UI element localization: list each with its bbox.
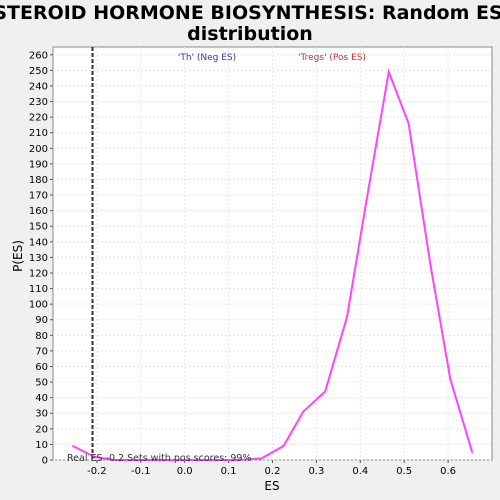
y-tick-label: 80	[35, 331, 48, 342]
data-point	[282, 445, 285, 447]
y-tick-label: 160	[29, 206, 48, 217]
legend-pos-es: 'Tregs' (Pos ES)	[298, 53, 366, 63]
x-tick-label: 0.5	[396, 466, 412, 477]
y-tick-label: 250	[29, 66, 48, 77]
y-tick-label: 220	[29, 113, 48, 124]
y-tick-label: 40	[35, 393, 48, 404]
data-points	[71, 71, 474, 461]
y-tick-label: 110	[29, 284, 48, 295]
y-tick-label: 260	[29, 50, 48, 61]
y-tick-label: 100	[29, 300, 48, 311]
y-axis: 0 10 20 30 40 50 60 70 80 90 100 110 120 130 140 150 160…	[29, 50, 53, 467]
x-tick-label: -0.1	[131, 466, 151, 477]
y-tick-label: 90	[35, 315, 48, 326]
y-tick-label: 180	[29, 175, 48, 186]
data-point	[471, 451, 474, 454]
chart-title-line-2: distribution	[187, 23, 313, 45]
y-tick-label: 20	[35, 424, 48, 435]
data-point	[93, 456, 96, 458]
y-tick-label: 190	[29, 159, 48, 170]
grid-lines	[53, 47, 492, 461]
data-point	[388, 71, 390, 73]
y-tick-label: 200	[29, 144, 48, 155]
y-tick-label: 70	[35, 346, 48, 357]
data-point	[302, 410, 305, 413]
y-tick-label: 50	[35, 378, 48, 389]
y-tick-label: 30	[35, 409, 48, 420]
x-tick-label: -0.2	[87, 466, 107, 477]
x-tick-label: 0.6	[440, 466, 456, 477]
data-point	[71, 445, 74, 447]
data-point	[216, 459, 219, 461]
random-es-distribution-line	[72, 68, 474, 461]
y-tick-label: 120	[29, 268, 48, 279]
y-tick-label: 10	[35, 440, 48, 451]
y-tick-label: 230	[29, 97, 48, 108]
data-point	[113, 459, 116, 461]
x-axis-label: ES	[264, 479, 279, 493]
data-point	[260, 457, 263, 460]
data-point	[155, 459, 157, 461]
data-point	[135, 459, 138, 461]
y-tick-label: 150	[29, 222, 48, 233]
y-tick-label: 170	[29, 191, 48, 202]
y-tick-label: 210	[29, 128, 48, 139]
data-point	[197, 459, 199, 461]
data-point	[236, 459, 239, 461]
y-tick-label: 130	[29, 253, 48, 264]
chart-title-line-1: STEROID HORMONE BIOSYNTHESIS: Random ES	[0, 2, 500, 24]
data-point	[324, 390, 326, 393]
y-tick-label: 60	[35, 362, 48, 373]
data-point	[177, 459, 179, 461]
y-tick-label: 140	[29, 237, 48, 248]
data-point	[407, 122, 410, 125]
data-point	[366, 197, 368, 199]
y-tick-label: 240	[29, 81, 48, 92]
x-axis: -0.2 -0.1 0.0 0.1 0.2 0.3 0.4 0.5 0.6	[87, 460, 456, 477]
data-point	[429, 264, 432, 266]
y-tick-label: 0	[42, 456, 48, 467]
legend-neg-es: 'Th' (Neg ES)	[178, 53, 236, 63]
x-tick-label: 0.1	[221, 466, 237, 477]
data-point	[346, 315, 348, 318]
data-point	[449, 378, 452, 380]
x-tick-label: 0.3	[308, 466, 324, 477]
x-tick-label: 0.0	[177, 466, 193, 477]
x-tick-label: 0.2	[265, 466, 281, 477]
real-es-annotation: Real ES -0.2 Sets with pos scores: 99%	[67, 453, 251, 464]
y-axis-label: P(ES)	[11, 240, 25, 272]
x-tick-label: 0.4	[352, 466, 368, 477]
